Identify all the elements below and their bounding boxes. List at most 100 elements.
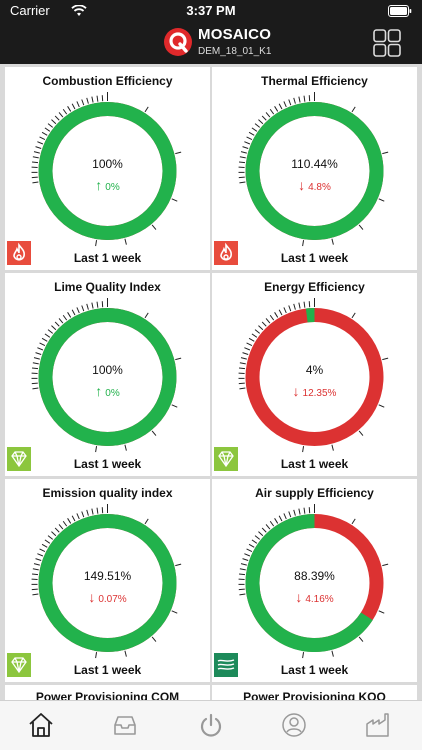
gauge-tick	[76, 513, 80, 520]
gauge-tick	[239, 181, 246, 184]
gauge-tick	[33, 151, 40, 154]
gauge-tick	[293, 303, 296, 310]
gauge-tick	[39, 342, 46, 347]
gauge-tick	[238, 573, 246, 576]
kpi-gauge	[31, 504, 182, 659]
kpi-card[interactable]: Combustion Efficiency 100% ↑ 0% Last 1 week	[5, 67, 210, 270]
gauge-tick	[378, 198, 385, 202]
gauge-tick	[151, 224, 157, 230]
inbox-icon[interactable]	[111, 711, 139, 739]
flame-icon	[214, 241, 238, 265]
battery-icon	[388, 5, 412, 17]
kpi-value: 100%	[92, 363, 123, 377]
gauge-tick	[303, 507, 306, 514]
kpi-card[interactable]: Energy Efficiency 4% ↓ 12.35% Last 1 week	[212, 273, 417, 476]
gauge-tick	[44, 333, 51, 338]
gauge-tick	[124, 238, 127, 245]
gauge-tick	[246, 342, 253, 347]
gauge-tick	[81, 99, 85, 106]
gauge-tick	[44, 539, 51, 544]
gauge-tick	[96, 95, 99, 102]
gauge-tick	[239, 387, 246, 390]
gauge-tick	[144, 518, 149, 525]
kpi-value: 110.44%	[291, 157, 338, 171]
gauge-tick	[37, 141, 44, 145]
gauge-tick	[51, 119, 57, 125]
kpi-value: 88.39%	[294, 569, 335, 583]
gauge-tick	[124, 650, 127, 657]
gauge-green-arc	[38, 514, 177, 652]
gauge-tick	[58, 112, 64, 118]
gauge-tick	[37, 553, 44, 557]
gauge-tick	[298, 96, 301, 103]
gauge-tick	[62, 314, 68, 321]
gauge-tick	[71, 103, 76, 110]
app-header: MOSAICO DEM_18_01_K1	[0, 22, 422, 64]
kpi-card[interactable]: Air supply Efficiency 88.39% ↓ 4.16% Last 1 …	[212, 479, 417, 682]
gauge-tick	[238, 161, 246, 164]
arrow-down-icon: ↓	[298, 177, 306, 193]
gauge-tick	[331, 650, 334, 657]
kpi-delta: ↓ 12.35%	[212, 383, 417, 399]
gauge-tick	[254, 535, 261, 540]
gauge-tick	[288, 511, 292, 518]
gauge-tick	[382, 151, 389, 155]
gauge-tick	[278, 515, 283, 522]
gauge-tick	[58, 318, 64, 324]
gauge-tick	[254, 123, 261, 128]
tab-bar	[0, 700, 422, 750]
kpi-gauge	[31, 92, 182, 247]
kpi-card[interactable]: Thermal Efficiency 110.44% ↓ 4.8% Last 1 wee…	[212, 67, 417, 270]
gauge-tick	[240, 357, 247, 360]
kpi-card[interactable]: Lime Quality Index 100% ↑ 0% Last 1 week	[5, 273, 210, 476]
grid-view-button[interactable]	[372, 28, 402, 58]
gauge-tick	[31, 588, 38, 591]
gauge-tick	[144, 106, 149, 113]
factory-icon[interactable]	[364, 711, 392, 739]
gauge-tick	[283, 101, 287, 108]
arrow-up-icon: ↑	[95, 383, 103, 399]
gauge-green-arc	[38, 308, 177, 446]
gauge-track	[245, 308, 384, 446]
kpi-period: Last 1 week	[73, 457, 142, 471]
gauge-tick	[293, 509, 296, 516]
kpi-card-title: Energy Efficiency	[264, 280, 365, 294]
gauge-tick	[31, 573, 39, 576]
gauge-tick	[35, 558, 42, 562]
kpi-delta-value: 4.8%	[308, 182, 331, 193]
kpi-card-title: Thermal Efficiency	[261, 74, 368, 88]
gauge-tick	[258, 325, 264, 331]
gauge-tick	[175, 563, 182, 567]
home-icon[interactable]	[27, 711, 55, 739]
kpi-delta-value: 12.35%	[302, 388, 337, 399]
kpi-period: Last 1 week	[280, 663, 349, 677]
gauge-tick	[242, 558, 249, 562]
gauge-tick	[248, 337, 255, 342]
kpi-delta-value: 0%	[105, 182, 120, 193]
status-bar: Carrier 3:37 PM	[0, 0, 422, 22]
gauge-tick	[298, 302, 301, 309]
gauge-tick	[358, 636, 364, 642]
gauge-tick	[37, 347, 44, 351]
gauge-tick	[358, 224, 364, 230]
gauge-tick	[151, 430, 157, 436]
gauge-tick	[251, 539, 258, 544]
kpi-card[interactable]: Power Provisioning COM	[5, 685, 210, 700]
kpi-card[interactable]: Power Provisioning KOO	[212, 685, 417, 700]
flame-icon	[7, 241, 31, 265]
gauge-tick	[91, 508, 94, 515]
gauge-tick	[261, 527, 267, 533]
kpi-delta: ↑ 0%	[5, 383, 210, 399]
gauge-tick	[96, 301, 99, 308]
user-icon[interactable]	[280, 711, 308, 739]
gauge-tick	[265, 112, 271, 118]
kpi-card[interactable]: Emission quality index 149.51% ↓ 0.07% Last …	[5, 479, 210, 682]
gauge-tick	[331, 238, 334, 245]
gauge-tick	[242, 146, 249, 150]
gauge-tick	[51, 531, 57, 537]
gauge-tick	[298, 508, 301, 515]
gauge-tick	[41, 131, 48, 136]
gauge-tick	[41, 337, 48, 342]
gauge-tick	[171, 404, 178, 408]
power-icon[interactable]	[197, 711, 225, 739]
